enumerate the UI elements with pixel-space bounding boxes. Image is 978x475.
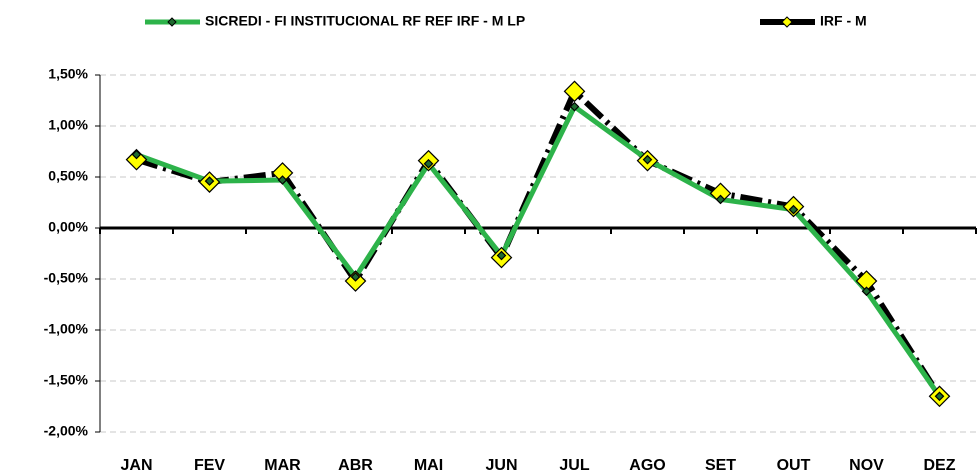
legend-label: SICREDI - FI INSTITUCIONAL RF REF IRF - … xyxy=(205,13,525,29)
marker xyxy=(788,204,799,215)
legend-marker xyxy=(167,17,177,27)
marker xyxy=(934,391,945,402)
marker xyxy=(496,250,507,261)
x-tick-label: NOV xyxy=(849,457,884,474)
x-tick-label: AGO xyxy=(629,457,665,474)
marker xyxy=(350,272,361,282)
marker xyxy=(642,154,653,165)
marker xyxy=(125,148,148,171)
x-tick-label: SET xyxy=(705,457,736,474)
x-tick-label: DEZ xyxy=(924,457,956,474)
marker xyxy=(569,101,580,112)
x-tick-label: OUT xyxy=(777,457,811,474)
series-line xyxy=(135,104,942,398)
marker xyxy=(715,194,726,205)
y-tick-label: 0,50% xyxy=(48,168,88,184)
legend-marker xyxy=(781,16,793,28)
marker xyxy=(277,175,288,185)
marker xyxy=(131,149,142,160)
x-tick-label: ABR xyxy=(338,457,373,474)
marker xyxy=(563,80,586,103)
x-tick-label: FEV xyxy=(194,457,225,474)
marker xyxy=(423,158,434,169)
y-tick-label: 1,00% xyxy=(48,117,88,133)
legend-label: IRF - M xyxy=(820,13,867,29)
x-tick-label: JUN xyxy=(485,457,517,474)
y-tick-label: -1,50% xyxy=(44,372,89,388)
marker xyxy=(861,286,872,297)
marker xyxy=(204,176,215,186)
series-line xyxy=(135,88,943,398)
y-tick-label: 0,00% xyxy=(48,219,88,235)
x-tick-label: JUL xyxy=(559,457,589,474)
x-tick-label: MAI xyxy=(414,457,443,474)
x-tick-label: JAN xyxy=(120,457,152,474)
y-tick-label: -2,00% xyxy=(44,423,89,439)
y-tick-label: -0,50% xyxy=(44,270,89,286)
x-tick-label: MAR xyxy=(264,457,301,474)
y-tick-label: -1,00% xyxy=(44,321,89,337)
y-tick-label: 1,50% xyxy=(48,66,88,82)
